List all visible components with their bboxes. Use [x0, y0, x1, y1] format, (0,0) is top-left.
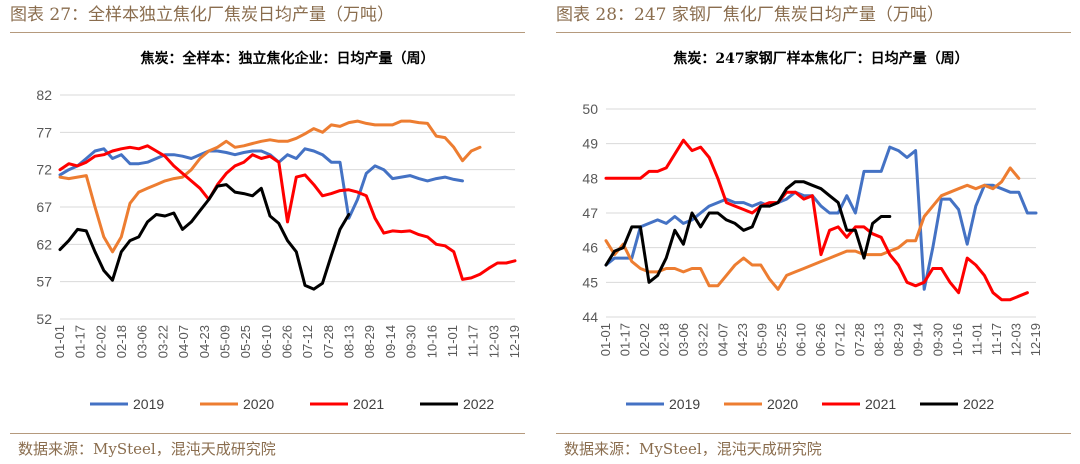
legend-label-2022: 2022 [963, 396, 994, 412]
x-tick-label: 03-06 [676, 323, 691, 356]
x-tick-label: 07-12 [300, 325, 315, 358]
x-tick-label: 05-09 [754, 323, 769, 356]
y-tick-label: 77 [36, 124, 52, 140]
x-tick-label: 11-17 [989, 323, 1004, 355]
x-tick-label: 04-07 [715, 323, 730, 356]
x-tick-label: 09-14 [383, 325, 398, 358]
y-tick-label: 50 [582, 101, 598, 117]
y-tick-label: 72 [36, 162, 52, 178]
x-tick-label: 03-22 [155, 325, 170, 358]
y-tick-label: 62 [36, 236, 52, 252]
legend-label-2019: 2019 [133, 396, 164, 412]
y-tick-label: 52 [36, 311, 52, 327]
right-line-chart: 焦炭：247家钢厂样本焦化厂：日均产量（周） 44 45 46 47 48 49 50 01-0… [582, 50, 1043, 412]
right-figure-header: 图表 28：247 家钢厂焦化厂焦炭日均产量（万吨） [556, 5, 944, 25]
y-tick-label: 47 [582, 205, 598, 221]
y-tick-label: 45 [582, 274, 598, 290]
series-line-2019 [604, 145, 1038, 291]
x-tick-label: 02-18 [114, 325, 129, 358]
y-tick-label: 46 [582, 240, 598, 256]
right-header-divider [556, 32, 1071, 33]
series-line-2019 [58, 147, 464, 220]
series-line-2022 [58, 183, 351, 291]
x-tick-label: 04-07 [176, 325, 191, 358]
x-tick-label: 05-09 [217, 325, 232, 358]
right-footer-divider [556, 433, 1071, 434]
x-tick-label: 10-16 [424, 325, 439, 358]
left-figure-header: 图表 27：全样本独立焦化厂焦炭日均产量（万吨） [10, 5, 395, 25]
x-tick-label: 07-12 [833, 323, 848, 356]
x-tick-label: 08-13 [342, 325, 357, 358]
x-tick-label: 02-02 [93, 325, 108, 358]
left-footer-divider [10, 433, 525, 434]
legend-label-2021: 2021 [353, 396, 384, 412]
x-tick-label: 11-01 [969, 323, 984, 355]
x-tick-label: 11-17 [466, 325, 481, 357]
x-tick-label: 08-29 [362, 325, 377, 358]
x-tick-label: 09-30 [930, 323, 945, 356]
legend-label-2020: 2020 [243, 396, 274, 412]
x-tick-label: 11-01 [445, 325, 460, 357]
x-tick-label: 04-23 [197, 325, 212, 358]
legend-label-2021: 2021 [865, 396, 896, 412]
y-tick-label: 67 [36, 199, 52, 215]
x-tick-label: 12-19 [1028, 323, 1043, 356]
series-line-2021 [58, 144, 517, 281]
x-tick-label: 05-25 [774, 323, 789, 356]
x-tick-label: 06-26 [280, 325, 295, 358]
series-line-2020 [58, 119, 482, 254]
x-tick-label: 12-03 [486, 325, 501, 358]
x-tick-label: 02-02 [637, 323, 652, 356]
series-line-2020 [604, 166, 1021, 291]
x-tick-label: 12-19 [507, 325, 522, 358]
x-tick-label: 09-14 [911, 323, 926, 356]
x-tick-label: 04-23 [735, 323, 750, 356]
x-tick-label: 12-03 [1008, 323, 1023, 356]
series-line-2022 [604, 180, 892, 284]
x-tick-label: 08-29 [891, 323, 906, 356]
chart-title: 焦炭：全样本：独立焦化企业：日均产量（周） [140, 50, 435, 67]
series-line-2021 [604, 138, 1029, 302]
x-tick-label: 02-18 [657, 323, 672, 356]
x-tick-label: 06-10 [793, 323, 808, 356]
y-tick-label: 48 [582, 170, 598, 186]
x-tick-label: 05-25 [238, 325, 253, 358]
y-tick-label: 57 [36, 274, 52, 290]
x-tick-label: 10-16 [950, 323, 965, 356]
x-tick-label: 06-10 [259, 325, 274, 358]
x-tick-label: 01-01 [52, 325, 67, 358]
x-tick-label: 03-22 [696, 323, 711, 356]
left-header-divider [10, 32, 525, 33]
left-source-note: 数据来源：MySteel，混沌天成研究院 [18, 440, 276, 458]
x-tick-label: 06-26 [813, 323, 828, 356]
legend-label-2022: 2022 [463, 396, 494, 412]
x-tick-label: 07-28 [321, 325, 336, 358]
right-source-note: 数据来源：MySteel，混沌天成研究院 [564, 440, 822, 458]
y-tick-label: 49 [582, 136, 598, 152]
x-tick-label: 01-01 [598, 323, 613, 356]
legend-label-2019: 2019 [669, 396, 700, 412]
chart-title: 焦炭：247家钢厂样本焦化厂：日均产量（周） [672, 50, 968, 67]
y-tick-label: 82 [36, 87, 52, 103]
x-tick-label: 01-17 [618, 323, 633, 356]
x-tick-label: 01-17 [73, 325, 88, 358]
x-tick-label: 09-30 [404, 325, 419, 358]
x-tick-label: 08-13 [872, 323, 887, 356]
y-tick-label: 44 [582, 309, 598, 325]
x-tick-label: 07-28 [852, 323, 867, 356]
left-line-chart: 焦炭：全样本：独立焦化企业：日均产量（周） 52 57 62 67 72 77 82 01-01… [36, 50, 522, 412]
legend-label-2020: 2020 [767, 396, 798, 412]
x-tick-label: 03-06 [135, 325, 150, 358]
